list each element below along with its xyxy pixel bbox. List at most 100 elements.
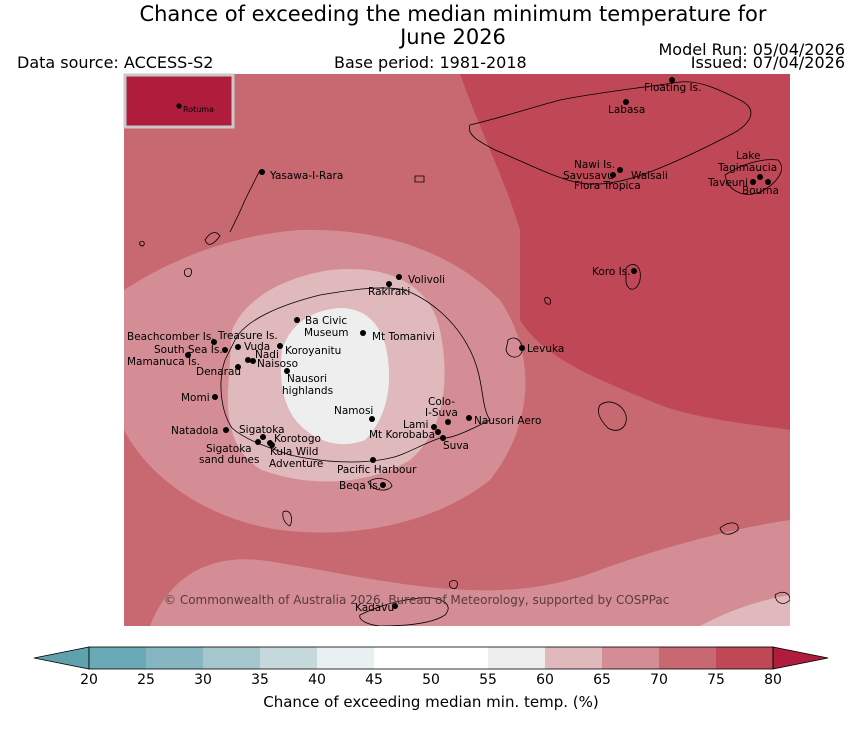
ovalau-coast bbox=[505, 337, 523, 358]
colorbar-segment bbox=[602, 647, 659, 669]
place-labels: Floating Is. Labasa Yasawa-I-Rara Nawi I… bbox=[127, 77, 779, 614]
place-savusavu: Savusavu bbox=[563, 170, 614, 182]
place-sigatoka-dunes-1: Sigatoka bbox=[206, 443, 252, 455]
place-momi: Momi bbox=[181, 392, 210, 404]
place-museum: Museum bbox=[304, 327, 349, 339]
data-source-label: Data source: ACCESS-S2 bbox=[17, 53, 214, 72]
probability-contours bbox=[124, 74, 790, 626]
beqa-coast bbox=[367, 478, 393, 491]
place-levuka: Levuka bbox=[527, 343, 564, 355]
base-period-label: Base period: 1981-2018 bbox=[334, 53, 527, 72]
colorbar-segment bbox=[203, 647, 260, 669]
contour-75-80 bbox=[460, 74, 790, 430]
map-title-line1: Chance of exceeding the median minimum t… bbox=[139, 2, 767, 26]
place-colo-i-suva-1: Colo- bbox=[428, 396, 455, 408]
place-volivoli: Volivoli bbox=[408, 274, 445, 286]
yasawa-coast bbox=[229, 169, 261, 233]
colorbar-segment bbox=[89, 647, 146, 669]
place-namosi: Namosi bbox=[334, 405, 373, 417]
place-denarau: Denarau bbox=[196, 366, 241, 378]
colorbar-tick-label: 35 bbox=[251, 672, 269, 688]
contour-60-65-southeast bbox=[700, 595, 790, 626]
contour-55-60 bbox=[280, 308, 390, 445]
place-nausori-aero: Nausori Aero bbox=[474, 415, 541, 427]
place-nausori-highlands-1: Nausori bbox=[287, 373, 327, 385]
place-nadi: Nadi bbox=[255, 349, 279, 361]
place-nausori-highlands-2: highlands bbox=[282, 385, 333, 397]
place-sigatoka-dunes-2: sand dunes bbox=[199, 454, 259, 466]
colorbar-tick-label: 25 bbox=[137, 672, 155, 688]
place-kula-wild-1: Kula Wild bbox=[270, 446, 318, 458]
place-taveuni: Taveuni bbox=[707, 177, 748, 189]
place-kadavu: Kadavu bbox=[355, 602, 394, 614]
colorbar-tick-label: 70 bbox=[650, 672, 668, 688]
colorbar-segment bbox=[374, 647, 431, 669]
place-rakiraki: Rakiraki bbox=[368, 286, 410, 298]
colorbar-segment bbox=[659, 647, 716, 669]
vanua-levu-coast bbox=[468, 81, 752, 185]
place-tagimaucia: Tagimaucia bbox=[717, 162, 777, 174]
colorbar-tick-label: 55 bbox=[479, 672, 497, 688]
place-beachcomber: Beachcomber Is. bbox=[127, 331, 215, 343]
colorbar-tick-label: 65 bbox=[593, 672, 611, 688]
issued-label: Issued: 07/04/2026 bbox=[690, 53, 845, 72]
colorbar-tick-label: 50 bbox=[422, 672, 440, 688]
colorbar-segment bbox=[260, 647, 317, 669]
rotuma-marker bbox=[176, 103, 182, 109]
kadavu-coast bbox=[359, 597, 449, 626]
place-labasa: Labasa bbox=[608, 104, 645, 116]
place-colo-i-suva-2: I-Suva bbox=[425, 407, 458, 419]
place-suva: Suva bbox=[443, 440, 469, 452]
place-waisali: Waisali bbox=[631, 170, 668, 182]
colorbar-title: Chance of exceeding median min. temp. (%… bbox=[263, 693, 599, 711]
place-ba-civic: Ba Civic bbox=[305, 315, 347, 327]
colorbar-segment bbox=[545, 647, 602, 669]
place-flora-tropica: Flora Tropica bbox=[574, 180, 641, 192]
rotuma-inset: Rotuma bbox=[123, 73, 235, 129]
map-title-line2: June 2026 bbox=[400, 25, 506, 49]
colorbar-tick-label: 20 bbox=[80, 672, 98, 688]
place-treasure: Treasure Is. bbox=[217, 330, 278, 342]
colorbar-tick-label: 45 bbox=[365, 672, 383, 688]
place-nawi-is: Nawi Is. bbox=[574, 159, 615, 171]
place-bouma: Bouma bbox=[742, 185, 779, 197]
colorbar-segment bbox=[317, 647, 374, 669]
place-natadola: Natadola bbox=[171, 425, 218, 437]
place-korotogo: Korotogo bbox=[274, 433, 321, 445]
colorbar-segment bbox=[716, 647, 773, 669]
colorbar-frame bbox=[88, 646, 774, 670]
colorbar-segment bbox=[431, 647, 488, 669]
place-south-sea: South Sea Is. bbox=[154, 344, 223, 356]
colorbar-segment bbox=[146, 647, 203, 669]
place-mt-korobaba: Mt Korobaba bbox=[369, 429, 435, 441]
place-mt-tomanivi: Mt Tomanivi bbox=[372, 331, 435, 343]
place-lami: Lami bbox=[403, 419, 428, 431]
place-kula-wild-2: Adventure bbox=[269, 458, 323, 470]
place-koro-is: Koro Is. bbox=[592, 266, 631, 278]
colorbar-under-arrow bbox=[33, 646, 90, 670]
place-koroyanitu: Koroyanitu bbox=[285, 345, 341, 357]
place-sigatoka: Sigatoka bbox=[239, 424, 285, 436]
rotuma-label: Rotuma bbox=[183, 105, 214, 114]
copyright-notice: © Commonwealth of Australia 2026, Bureau… bbox=[164, 593, 669, 607]
colorbar-tick-label: 75 bbox=[707, 672, 725, 688]
place-floating-is: Floating Is. bbox=[644, 82, 701, 94]
model-run-label: Model Run: 05/04/2026 bbox=[658, 40, 846, 59]
colorbar-tick-label: 40 bbox=[308, 672, 326, 688]
colorbar-segment bbox=[488, 647, 545, 669]
place-beqa-is: Beqa Is. bbox=[339, 480, 381, 492]
colorbar-tick-label: 80 bbox=[764, 672, 782, 688]
colorbar bbox=[33, 646, 829, 670]
inset-frame bbox=[123, 73, 235, 129]
place-naisoso: Naisoso bbox=[257, 358, 298, 370]
colorbar-tick-label: 30 bbox=[194, 672, 212, 688]
koro-coast bbox=[625, 264, 641, 290]
place-pacific-harbour: Pacific Harbour bbox=[337, 464, 417, 476]
place-vuda: Vuda bbox=[244, 341, 270, 353]
taveuni-coast bbox=[724, 159, 782, 195]
place-lake: Lake bbox=[736, 150, 760, 162]
colorbar-tick-label: 60 bbox=[536, 672, 554, 688]
colorbar-over-arrow bbox=[772, 646, 829, 670]
place-yasawa: Yasawa-I-Rara bbox=[269, 170, 343, 182]
